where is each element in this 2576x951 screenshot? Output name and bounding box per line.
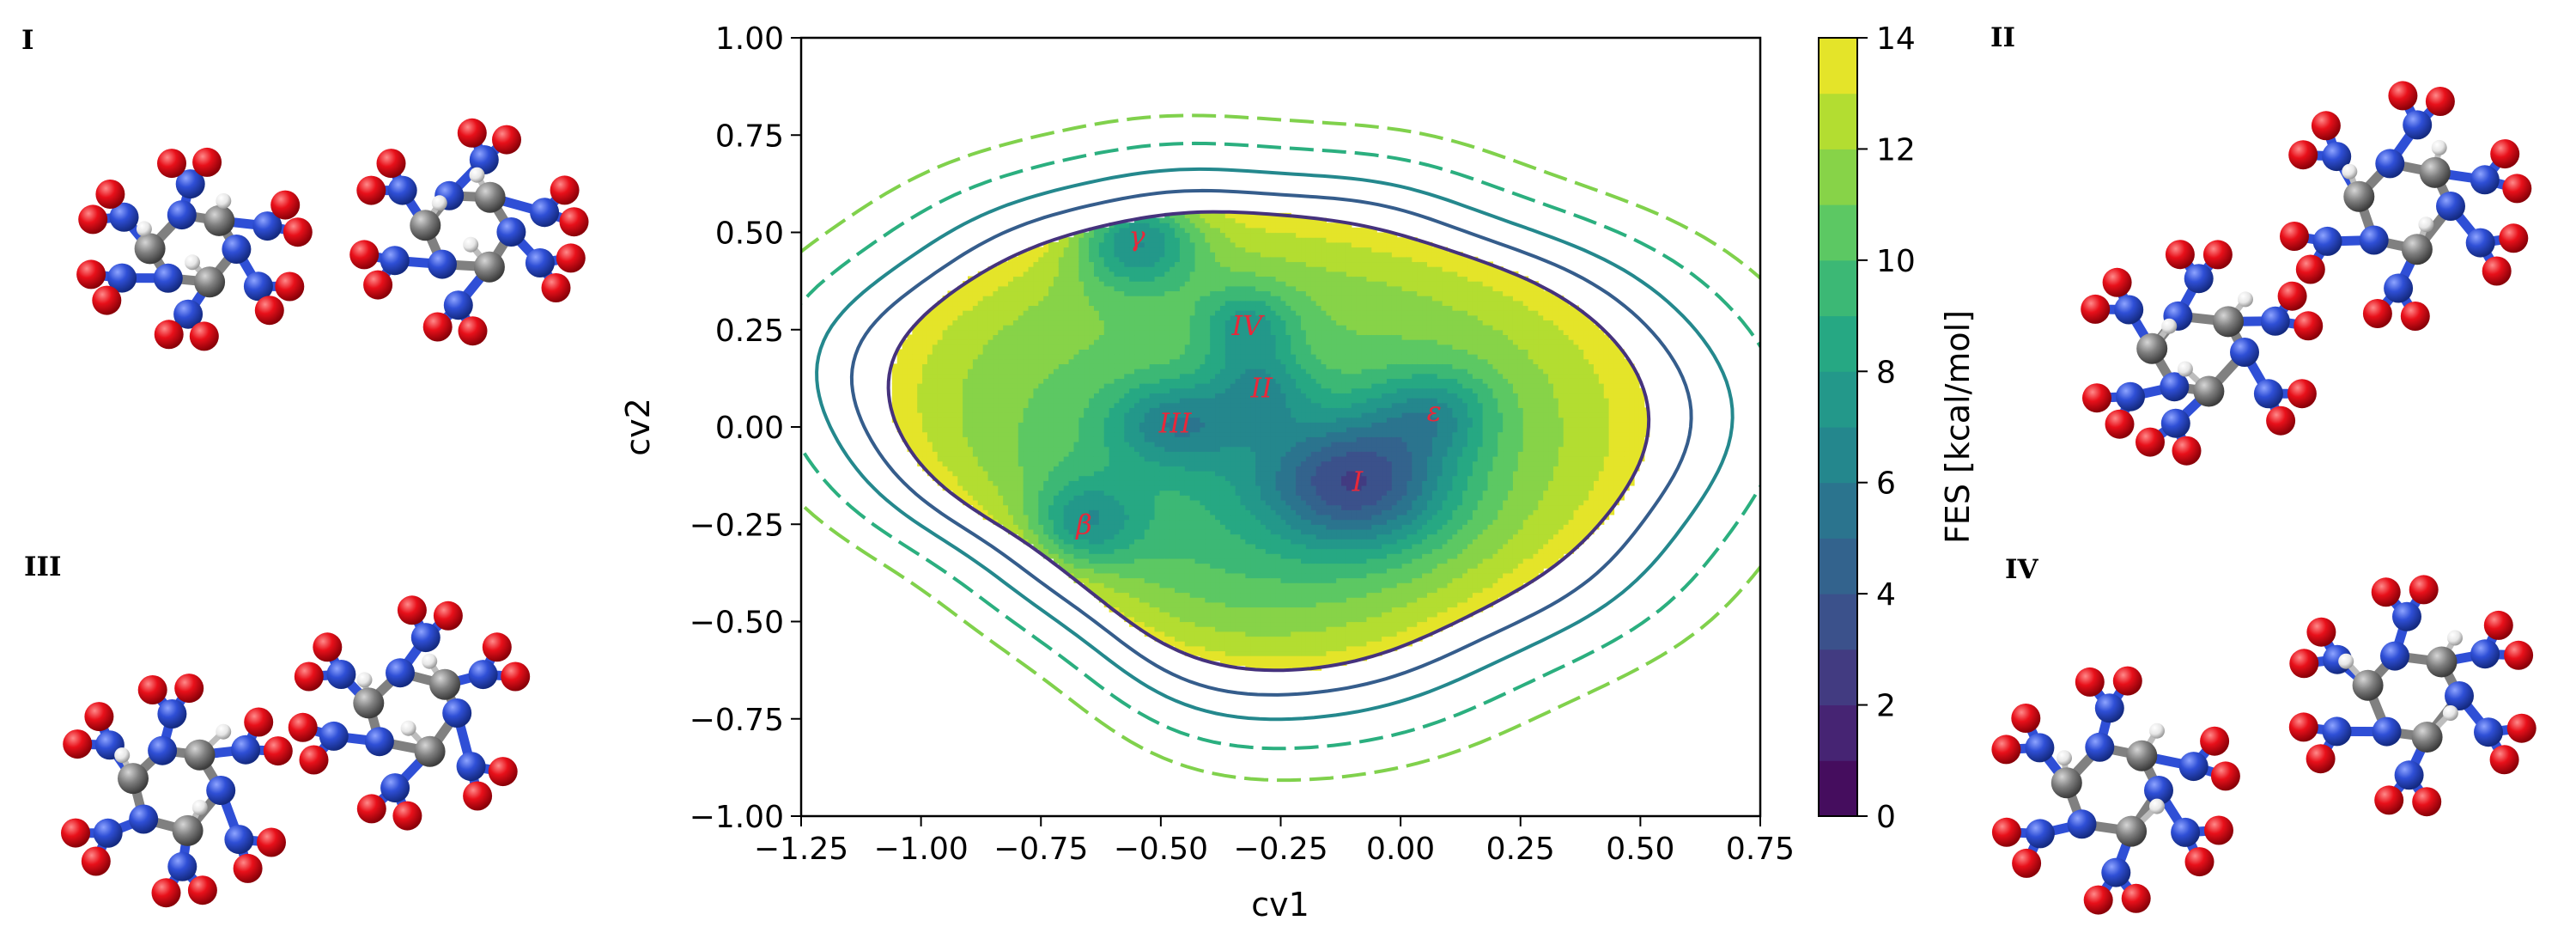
- x-tick-label: 0.00: [1366, 832, 1435, 867]
- contour-line-boundary: [886, 210, 1651, 673]
- y-axis-ticks: −1.00 −0.75 −0.50 −0.25 0.00 0.25 0.50 0.75 1.00: [690, 21, 801, 835]
- fes-filled-contours: [891, 212, 1650, 671]
- colorbar-tick-label: 0: [1876, 800, 1896, 835]
- molecule-structure-ii: [2081, 81, 2532, 466]
- colorbar-band: [1819, 259, 1857, 317]
- colorbar-label: FES [kcal/mol]: [1939, 310, 1977, 544]
- panel-label-right-top: II: [1990, 22, 2015, 53]
- colorbar-band: [1819, 204, 1857, 261]
- panel-label-right-bottom: IV: [2005, 554, 2039, 585]
- minimum-label: ε: [1427, 395, 1442, 428]
- x-axis-label: cv1: [1251, 886, 1309, 924]
- x-tick-label: −1.00: [873, 832, 968, 867]
- contour-line-outer: [815, 167, 1735, 722]
- minimum-label: I: [1352, 465, 1364, 497]
- x-tick-label: 0.75: [1726, 832, 1795, 867]
- x-tick-label: −0.25: [1233, 832, 1327, 867]
- colorbar-band: [1819, 649, 1857, 706]
- colorbar-band: [1819, 371, 1857, 428]
- contour-line-outer: [801, 141, 1760, 751]
- fes-contour-lines: [801, 113, 1760, 783]
- colorbar-tick-label: 2: [1876, 689, 1896, 724]
- panel-label-left-bottom: III: [24, 552, 62, 582]
- colorbar-band: [1819, 538, 1857, 594]
- x-tick-label: −0.50: [1114, 832, 1208, 867]
- molecule-structure-iii: [61, 595, 531, 908]
- x-axis-ticks: −1.25 −1.00 −0.75 −0.50 −0.25 0.00 0.25 0.50 0.7…: [754, 816, 1795, 867]
- colorbar-band: [1819, 704, 1857, 761]
- y-tick-label: 0.75: [715, 119, 784, 154]
- molecule-structure-i: [76, 118, 589, 351]
- panel-label-left-top: I: [21, 25, 34, 56]
- y-axis-label: cv2: [619, 398, 657, 456]
- y-tick-label: 0.25: [715, 314, 784, 349]
- colorbar-band: [1819, 482, 1857, 539]
- colorbar-tick-label: 12: [1876, 132, 1916, 168]
- colorbar-band: [1819, 93, 1857, 149]
- y-tick-label: 0.50: [715, 216, 784, 252]
- y-tick-label: 1.00: [715, 21, 784, 57]
- x-tick-label: −1.25: [754, 832, 848, 867]
- y-tick-label: 0.00: [715, 411, 784, 446]
- colorbar-ticks: 0 2 4 6 8 10 12 14: [1857, 21, 1916, 835]
- contour-line-outer: [849, 188, 1693, 697]
- contour-line-outer: [801, 113, 1760, 783]
- colorbar-tick-label: 14: [1876, 21, 1916, 57]
- colorbar-tick-label: 8: [1876, 355, 1896, 390]
- molecule-structure-iv: [1991, 575, 2537, 915]
- x-tick-label: −0.75: [993, 832, 1088, 867]
- colorbar-tick-label: 10: [1876, 244, 1916, 279]
- minimum-label: IV: [1231, 309, 1266, 342]
- colorbar-band: [1819, 149, 1857, 205]
- colorbar-band: [1819, 315, 1857, 372]
- y-tick-label: −0.25: [690, 508, 784, 543]
- minimum-label: II: [1250, 372, 1274, 405]
- minimum-label: γ: [1128, 220, 1145, 253]
- y-tick-label: −0.75: [690, 703, 784, 738]
- colorbar-band: [1819, 594, 1857, 650]
- y-tick-label: −1.00: [690, 800, 784, 835]
- colorbar-band: [1819, 427, 1857, 484]
- minimum-label: β: [1075, 508, 1092, 540]
- colorbar-band: [1819, 38, 1857, 94]
- colorbar-tick-label: 4: [1876, 577, 1896, 613]
- colorbar-frame: [1818, 37, 1858, 817]
- x-tick-label: 0.25: [1486, 832, 1555, 867]
- colorbar-tick-label: 6: [1876, 466, 1896, 502]
- colorbar: 0 2 4 6 8 10 12 14 FES [kcal/mol]: [1818, 21, 1977, 835]
- colorbar-band: [1819, 760, 1857, 817]
- x-tick-label: 0.50: [1606, 832, 1674, 867]
- colorbar-bands: [1819, 38, 1857, 817]
- y-tick-label: −0.50: [690, 606, 784, 641]
- minimum-label: III: [1158, 407, 1193, 440]
